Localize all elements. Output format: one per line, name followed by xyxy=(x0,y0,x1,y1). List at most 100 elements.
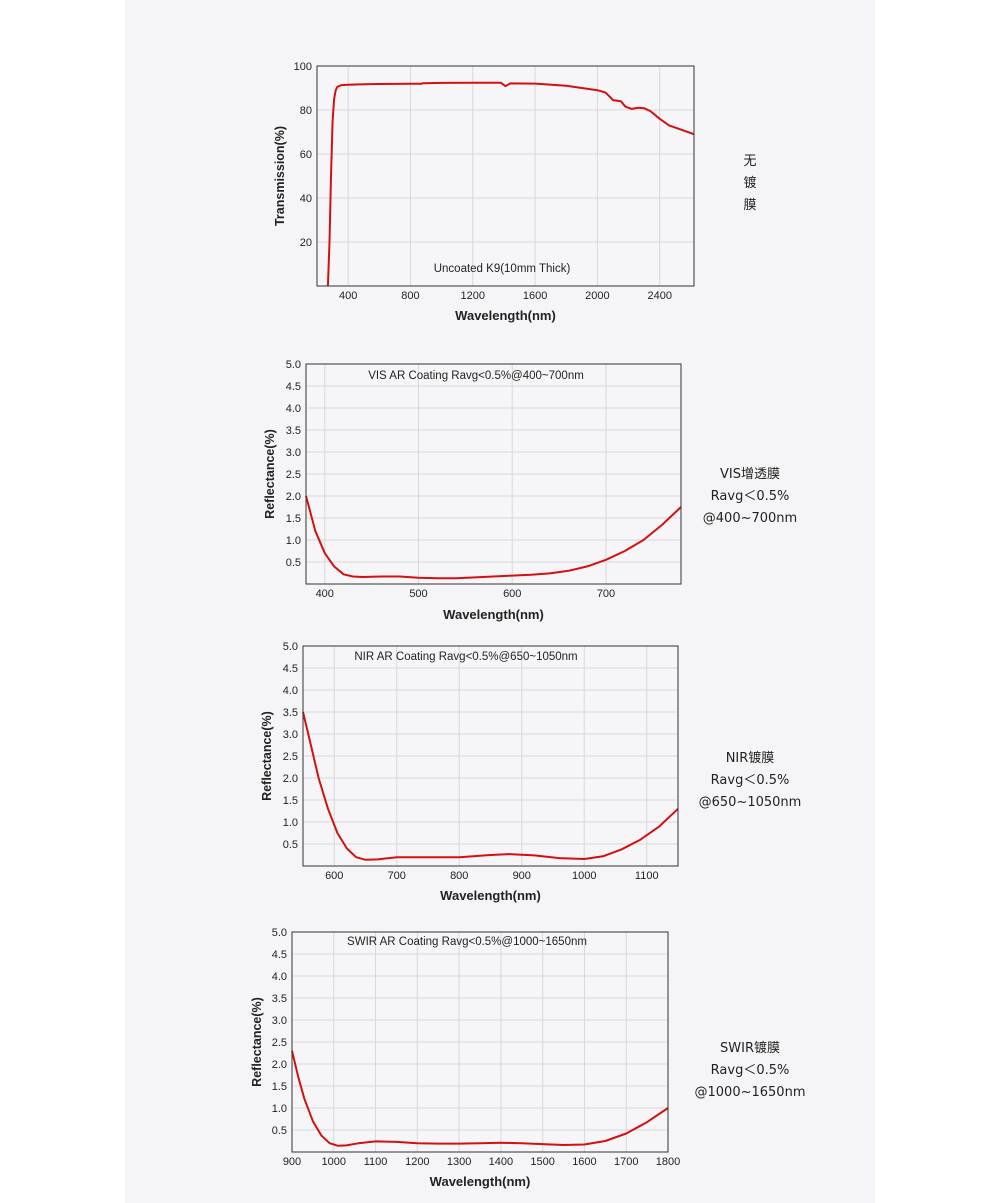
side-label-line: @650~1050nm xyxy=(698,795,802,810)
x-tick-label: 1700 xyxy=(614,1156,638,1168)
y-tick-label: 4.5 xyxy=(286,381,301,393)
side-label-line: 无 xyxy=(743,154,757,169)
series-line xyxy=(305,495,682,580)
x-tick-label: 700 xyxy=(597,588,615,600)
side-label-line: VIS增透膜 xyxy=(720,467,780,482)
y-tick-label: 1.5 xyxy=(283,795,298,807)
x-tick-label: 600 xyxy=(325,870,343,882)
x-tick-label: 1100 xyxy=(364,1156,388,1168)
series-line xyxy=(291,1050,669,1147)
y-tick-label: 1.0 xyxy=(286,535,301,547)
series-line xyxy=(302,711,679,861)
y-axis-label: Transmission(%) xyxy=(273,126,287,226)
series-line xyxy=(326,81,695,287)
y-tick-label: 60 xyxy=(300,149,312,161)
plot-frame xyxy=(291,931,669,1153)
chart-title: Uncoated K9(10mm Thick) xyxy=(434,263,571,275)
x-tick-label: 600 xyxy=(503,588,521,600)
chart-title: NIR AR Coating Ravg<0.5%@650~1050nm xyxy=(354,651,577,663)
chart-group-3: 900 1000 1100 1200 1300 1400 1500 1600 1700 1800 0… xyxy=(250,927,680,1189)
y-tick-label: 1.5 xyxy=(286,513,301,525)
y-tick-label: 3.5 xyxy=(272,993,287,1005)
y-tick-label: 80 xyxy=(300,105,312,117)
x-tick-label: 1500 xyxy=(530,1156,554,1168)
y-tick-label: 2.0 xyxy=(283,773,298,785)
y-axis-label: Reflectance(%) xyxy=(260,711,274,801)
chart-group-0: 400 800 1200 1600 2000 2400 20 40 60 80 100 Uncoate… xyxy=(273,61,695,323)
x-tick-label: 400 xyxy=(339,290,357,302)
y-tick-label: 2.5 xyxy=(272,1037,287,1049)
y-tick-label: 1.0 xyxy=(283,817,298,829)
chart-group-2: 600 700 800 900 1000 1100 0.5 1.0 1.5 2.0 2.5 3.0 3.… xyxy=(260,641,679,903)
y-tick-label: 4.5 xyxy=(272,949,287,961)
x-tick-label: 1300 xyxy=(447,1156,471,1168)
plot-area xyxy=(317,66,694,286)
x-axis-label: Wavelength(nm) xyxy=(440,888,541,903)
x-axis-label: Wavelength(nm) xyxy=(430,1174,531,1189)
x-axis-label: Wavelength(nm) xyxy=(443,607,544,622)
x-tick-label: 1600 xyxy=(572,1156,596,1168)
plot-frame xyxy=(305,363,682,585)
side-label-line: @1000~1650nm xyxy=(694,1085,806,1100)
side-label-swir: SWIR镀膜 Ravg＜0.5% @1000~1650nm xyxy=(670,1038,830,1104)
side-label-line: 镀 xyxy=(743,176,757,191)
side-label-line: 膜 xyxy=(743,198,757,213)
y-tick-label: 4.0 xyxy=(283,685,298,697)
y-tick-label: 2.5 xyxy=(286,469,301,481)
y-tick-label: 1.5 xyxy=(272,1081,287,1093)
y-tick-label: 2.0 xyxy=(286,491,301,503)
y-tick-label: 3.0 xyxy=(272,1015,287,1027)
x-tick-label: 1000 xyxy=(572,870,596,882)
x-tick-label: 1000 xyxy=(322,1156,346,1168)
chart-group-1: 400 500 600 700 0.5 1.0 1.5 2.0 2.5 3.0 3.5 4.0 4.5 5… xyxy=(263,359,682,622)
x-tick-label: 1400 xyxy=(489,1156,513,1168)
x-tick-label: 2000 xyxy=(585,290,609,302)
plot-frame xyxy=(316,65,695,287)
y-tick-label: 3.0 xyxy=(286,447,301,459)
side-label-line: Ravg＜0.5% xyxy=(710,1063,790,1078)
y-axis-label: Reflectance(%) xyxy=(250,997,264,1087)
y-tick-label: 20 xyxy=(300,237,312,249)
y-tick-label: 4.0 xyxy=(286,403,301,415)
x-tick-label: 900 xyxy=(513,870,531,882)
plot-frame xyxy=(302,645,679,867)
y-axis-label: Reflectance(%) xyxy=(263,429,277,519)
side-label-uncoated: 无 镀 膜 xyxy=(715,151,785,217)
x-tick-label: 800 xyxy=(401,290,419,302)
x-tick-label: 1200 xyxy=(461,290,485,302)
y-tick-label: 40 xyxy=(300,193,312,205)
x-tick-label: 2400 xyxy=(647,290,671,302)
side-label-line: Ravg＜0.5% xyxy=(710,773,790,788)
side-label-nir: NIR镀膜 Ravg＜0.5% @650~1050nm xyxy=(680,748,820,814)
y-tick-label: 3.5 xyxy=(286,425,301,437)
x-tick-label: 500 xyxy=(409,588,427,600)
y-tick-label: 0.5 xyxy=(286,557,301,569)
y-tick-label: 4.0 xyxy=(272,971,287,983)
x-axis-label: Wavelength(nm) xyxy=(455,308,556,323)
x-tick-label: 800 xyxy=(450,870,468,882)
y-tick-label: 5.0 xyxy=(283,641,298,653)
y-tick-label: 0.5 xyxy=(283,839,298,851)
y-tick-label: 5.0 xyxy=(286,359,301,371)
y-tick-label: 5.0 xyxy=(272,927,287,939)
x-tick-label: 700 xyxy=(388,870,406,882)
x-tick-label: 1200 xyxy=(405,1156,429,1168)
y-tick-label: 2.0 xyxy=(272,1059,287,1071)
side-label-line: SWIR镀膜 xyxy=(720,1041,780,1056)
x-tick-label: 400 xyxy=(316,588,334,600)
x-tick-label: 1100 xyxy=(635,870,659,882)
chart-title: VIS AR Coating Ravg<0.5%@400~700nm xyxy=(368,370,584,382)
y-tick-label: 3.5 xyxy=(283,707,298,719)
side-label-line: @400~700nm xyxy=(702,511,798,526)
side-label-vis: VIS增透膜 Ravg＜0.5% @400~700nm xyxy=(680,464,820,530)
y-tick-label: 0.5 xyxy=(272,1125,287,1137)
x-tick-label: 1800 xyxy=(656,1156,680,1168)
y-tick-label: 4.5 xyxy=(283,663,298,675)
side-label-line: NIR镀膜 xyxy=(725,751,775,766)
y-tick-label: 1.0 xyxy=(272,1103,287,1115)
y-tick-label: 2.5 xyxy=(283,751,298,763)
chart-title: SWIR AR Coating Ravg<0.5%@1000~1650nm xyxy=(347,936,587,948)
x-tick-label: 900 xyxy=(283,1156,301,1168)
y-tick-label: 3.0 xyxy=(283,729,298,741)
